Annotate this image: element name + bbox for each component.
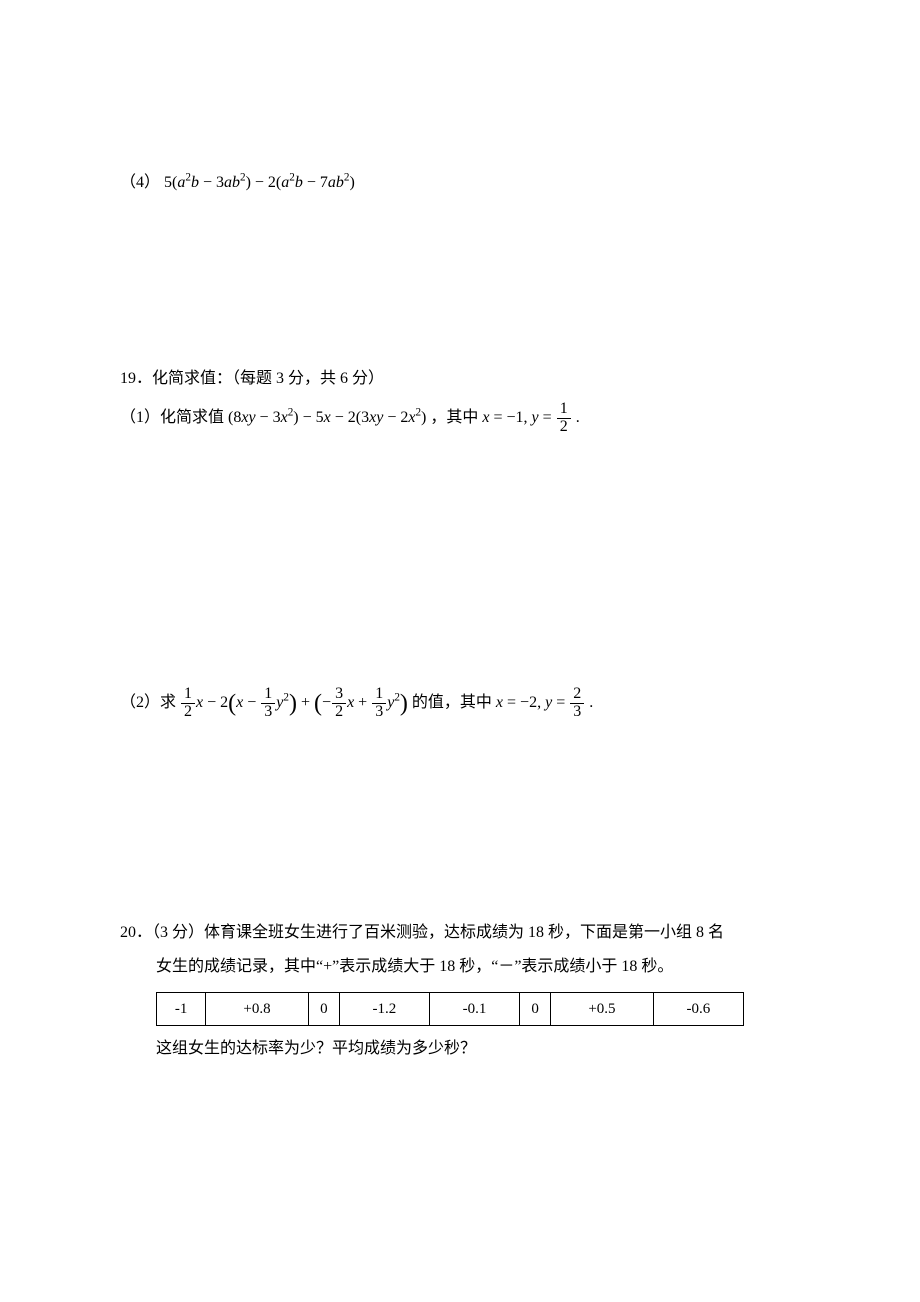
problem-19-sub1-label: （1）化简求值	[120, 409, 228, 426]
problem-18-sub4-expression: 5(a2b − 3ab2) − 2(a2b − 7ab2)	[164, 174, 355, 191]
problem-19-sub2: （2）求 12x − 2(x − 13y2) + (−32x + 13y2) 的…	[120, 686, 800, 721]
table-row: -1 +0.8 0 -1.2 -0.1 0 +0.5 -0.6	[157, 992, 744, 1025]
problem-20: 20．（3 分）体育课全班女生进行了百米测验，达标成绩为 18 秒，下面是第一小…	[120, 920, 800, 1061]
problem-18-sub4-label: （4）	[120, 174, 160, 191]
problem-19-sub1-cond-prefix: ，其中	[430, 409, 482, 426]
table-cell: -0.6	[653, 992, 743, 1025]
problem-19-sub2-mid: 的值，其中	[412, 694, 496, 711]
problem-19-sub1: （1）化简求值 (8xy − 3x2) − 5x − 2(3xy − 2x2) …	[120, 401, 800, 436]
problem-19-sub2-condition: x = −2, y = 23 .	[496, 694, 593, 711]
exam-page: （4） 5(a2b − 3ab2) − 2(a2b − 7ab2) 19．化简求…	[0, 0, 920, 1302]
table-cell: -1.2	[339, 992, 429, 1025]
problem-20-line1: 20．（3 分）体育课全班女生进行了百米测验，达标成绩为 18 秒，下面是第一小…	[120, 920, 800, 946]
problem-19-header: 19．化简求值：（每题 3 分，共 6 分）	[120, 366, 800, 392]
table-cell: +0.8	[206, 992, 309, 1025]
problem-20-question: 这组女生的达标率为少？平均成绩为多少秒？	[156, 1036, 800, 1062]
table-cell: 0	[520, 992, 551, 1025]
problem-19-sub1-condition: x = −1, y = 12 .	[482, 409, 579, 426]
problem-19-sub2-label: （2）求	[120, 694, 176, 711]
problem-20-line2: 女生的成绩记录，其中“+”表示成绩大于 18 秒，“－”表示成绩小于 18 秒。	[156, 954, 800, 980]
table-cell: +0.5	[551, 992, 654, 1025]
table-cell: 0	[308, 992, 339, 1025]
table-cell: -0.1	[429, 992, 519, 1025]
table-cell: -1	[157, 992, 206, 1025]
problem-18-sub4: （4） 5(a2b − 3ab2) − 2(a2b − 7ab2)	[120, 170, 800, 196]
problem-19-sub1-expression: (8xy − 3x2) − 5x − 2(3xy − 2x2)	[228, 409, 426, 426]
problem-20-table: -1 +0.8 0 -1.2 -0.1 0 +0.5 -0.6	[156, 992, 744, 1026]
problem-19-sub2-expression: 12x − 2(x − 13y2) + (−32x + 13y2)	[180, 694, 408, 711]
